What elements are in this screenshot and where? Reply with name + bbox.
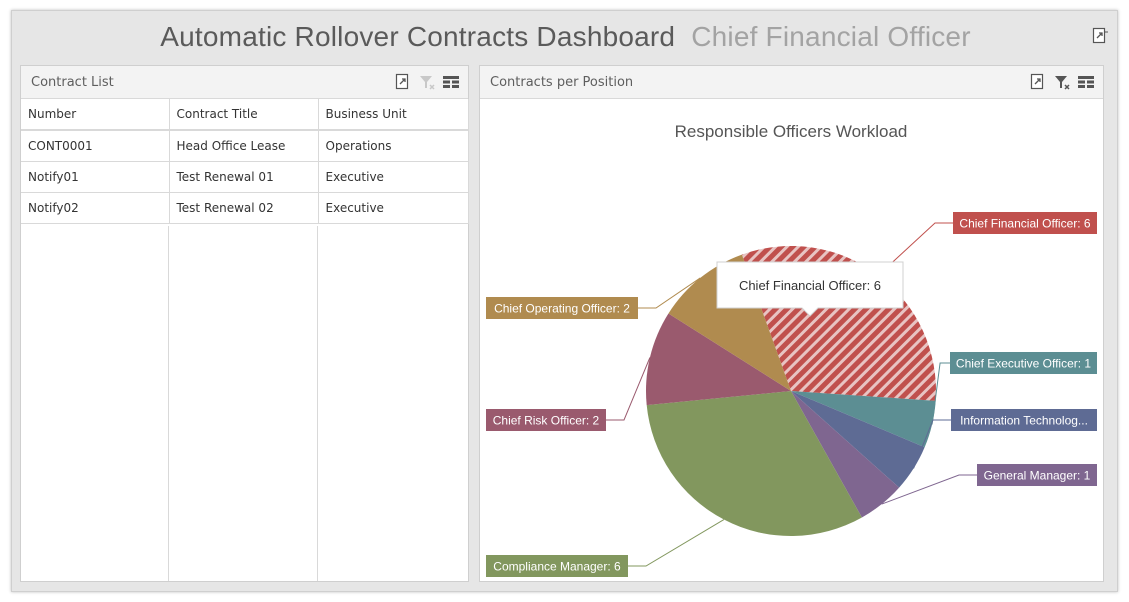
pie-chart: Responsible Officers Workload Chief Fina… [486,122,1097,577]
cell-number: Notify01 [21,161,170,193]
tooltip-box [716,261,904,317]
export-icon[interactable] [394,73,412,91]
clear-filter-icon[interactable] [1053,73,1071,91]
slice-label-box [977,464,1097,486]
chart-panel: Contracts per Position [479,65,1104,582]
pie-slice[interactable] [791,391,925,488]
column-divider [168,226,169,581]
slice-label: Chief Operating Officer: 2 [494,302,630,316]
leader-line [878,222,953,276]
leader-line [931,362,950,425]
pie-slice[interactable] [668,254,791,391]
column-header-business-unit[interactable]: Business Unit [318,99,469,131]
table-row[interactable]: Notify01 Test Renewal 01 Executive [21,161,469,193]
cell-contract-title: Test Renewal 02 [169,192,319,224]
leader-line [913,419,951,469]
contract-list-title: Contract List [31,75,114,90]
cell-business-unit: Operations [318,130,469,162]
cell-number: Notify02 [21,192,170,224]
dashboard-frame: Automatic Rollover Contracts Dashboard C… [11,10,1118,592]
grid-layout-icon[interactable] [442,73,460,91]
contract-table: Number Contract Title Business Unit CONT… [21,99,469,224]
slice-label-box [486,555,628,577]
chart-panel-header: Contracts per Position [480,66,1103,99]
slice-label: Chief Financial Officer: 6 [959,217,1090,231]
slice-label: Chief Executive Officer: 1 [956,357,1091,371]
tooltip-text: Chief Financial Officer: 6 [739,278,881,293]
slice-label: Compliance Manager: 6 [493,560,621,574]
leader-line [638,277,701,309]
chart-panel-title: Contracts per Position [490,75,634,90]
column-header-contract-title[interactable]: Contract Title [169,99,319,131]
slice-label-box [950,352,1097,374]
column-divider [317,226,318,581]
slice-label-box [486,409,606,431]
chart-title: Responsible Officers Workload [675,122,908,141]
dashboard-title-main: Automatic Rollover Contracts Dashboard [160,21,676,52]
slice-label: Chief Risk Officer: 2 [493,414,600,428]
cell-business-unit: Executive [318,161,469,193]
slice-label-box [953,212,1097,234]
leader-line [628,519,725,567]
cell-number: CONT0001 [21,130,170,162]
pie-slice[interactable] [791,391,936,448]
cell-business-unit: Executive [318,192,469,224]
column-header-number[interactable]: Number [21,99,170,131]
dashboard-title-subtitle: Chief Financial Officer [691,21,971,52]
clear-filter-icon[interactable] [418,73,436,91]
pie-slice[interactable] [646,313,791,406]
pie-slice[interactable] [791,391,900,518]
table-row[interactable]: CONT0001 Head Office Lease Operations [21,130,469,162]
slice-label-box [486,297,638,319]
contract-list-header: Contract List [21,66,468,99]
contract-list-panel: Contract List [20,65,469,582]
table-row[interactable]: Notify02 Test Renewal 02 Executive [21,192,469,224]
slice-label-box [951,409,1097,431]
grid-layout-icon[interactable] [1077,73,1095,91]
table-header-row: Number Contract Title Business Unit [21,99,469,131]
dashboard-title: Automatic Rollover Contracts Dashboard C… [12,11,1119,63]
export-icon[interactable] [1029,73,1047,91]
pie-slice[interactable] [646,391,862,536]
slice-label: General Manager: 1 [984,469,1091,483]
slice-label: Information Technolog... [960,414,1088,428]
cell-contract-title: Test Renewal 01 [169,161,319,193]
leader-line [606,357,651,421]
export-icon[interactable] [1091,27,1109,45]
leader-line [881,474,977,505]
cell-contract-title: Head Office Lease [169,130,319,162]
